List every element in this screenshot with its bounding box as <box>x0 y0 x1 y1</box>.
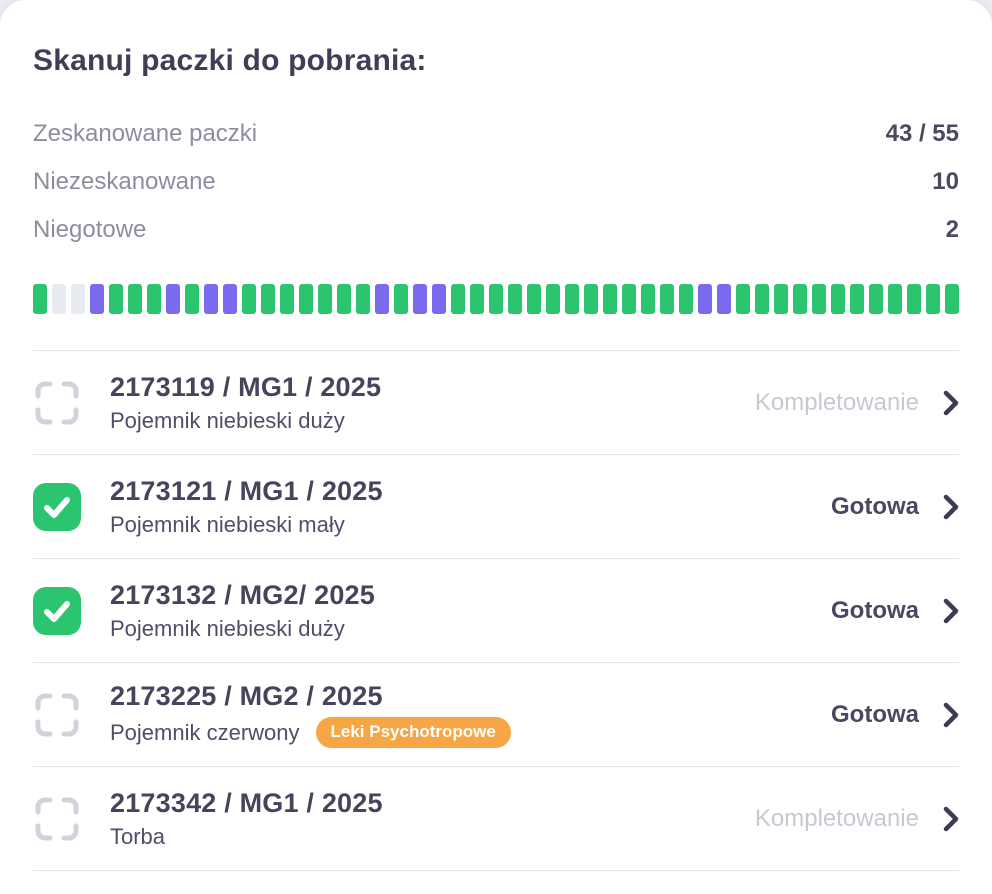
progress-segment-scanned <box>261 284 275 314</box>
package-row[interactable]: 2173132 / MG2/ 2025 Pojemnik niebieski du… <box>33 559 959 663</box>
progress-segment-scanned <box>147 284 161 314</box>
progress-segment-scanned <box>299 284 313 314</box>
stat-row: Zeskanowane paczki 43 / 55 <box>33 110 959 158</box>
progress-segment-scanned <box>926 284 940 314</box>
progress-segment-scanned <box>242 284 256 314</box>
progress-segment-scanned <box>33 284 47 314</box>
package-id: 2173342 / MG1 / 2025 <box>110 787 383 818</box>
stat-label: Niegotowe <box>33 216 147 243</box>
progress-segment-unscanned <box>166 284 180 314</box>
progress-segment-scanned <box>356 284 370 314</box>
progress-segment-scanned <box>546 284 560 314</box>
stat-row: Niezeskanowane 10 <box>33 158 959 206</box>
status-label: Kompletowanie <box>754 388 919 416</box>
package-description: Pojemnik niebieski duży <box>110 407 345 433</box>
stat-row: Niegotowe 2 <box>33 206 959 254</box>
status-label: Gotowa <box>831 596 919 624</box>
progress-segment-scanned <box>394 284 408 314</box>
stat-label: Niezeskanowane <box>33 168 216 195</box>
status-label: Gotowa <box>831 700 919 728</box>
progress-segment-scanned <box>584 284 598 314</box>
progress-segment-scanned <box>109 284 123 314</box>
progress-segment-scanned <box>603 284 617 314</box>
scan-frame-icon[interactable] <box>33 691 81 739</box>
progress-segment-scanned <box>280 284 294 314</box>
scan-frame-icon[interactable] <box>33 379 81 427</box>
stat-label: Zeskanowane paczki <box>33 120 258 147</box>
progress-segment-scanned <box>641 284 655 314</box>
stat-value: 2 <box>945 216 959 243</box>
progress-segment-unscanned <box>698 284 712 314</box>
progress-segment-scanned <box>945 284 959 314</box>
progress-segment-unscanned <box>223 284 237 314</box>
progress-segment-unscanned <box>375 284 389 314</box>
package-description: Torba <box>110 823 166 849</box>
progress-segment-scanned <box>565 284 579 314</box>
package-id: 2173225 / MG2 / 2025 <box>110 681 383 711</box>
progress-segment-scanned <box>489 284 503 314</box>
progress-segment-scanned <box>812 284 826 314</box>
progress-segment-scanned <box>869 284 883 314</box>
scan-frame-icon[interactable] <box>33 795 81 843</box>
package-row[interactable]: 2173225 / MG2 / 2025 Pojemnik czerwony Lek… <box>33 663 959 767</box>
package-id: 2173121 / MG1 / 2025 <box>110 475 383 506</box>
progress-segment-scanned <box>831 284 845 314</box>
progress-segment-notready <box>52 284 66 314</box>
progress-segment-scanned <box>128 284 142 314</box>
chevron-right-icon[interactable] <box>943 702 959 728</box>
progress-segment-scanned <box>470 284 484 314</box>
progress-segment-scanned <box>755 284 769 314</box>
progress-segment-scanned <box>793 284 807 314</box>
chevron-right-icon[interactable] <box>943 806 959 832</box>
chevron-right-icon[interactable] <box>943 494 959 520</box>
stat-value: 43 / 55 <box>885 120 959 147</box>
package-description: Pojemnik czerwony <box>110 719 300 745</box>
status-label: Gotowa <box>831 492 919 520</box>
progress-segment-scanned <box>736 284 750 314</box>
progress-segment-scanned <box>318 284 332 314</box>
progress-segment-unscanned <box>717 284 731 314</box>
package-id: 2173132 / MG2/ 2025 <box>110 579 375 610</box>
progress-segment-scanned <box>907 284 921 314</box>
chevron-right-icon[interactable] <box>943 598 959 624</box>
check-icon <box>33 586 81 635</box>
progress-segment-scanned <box>508 284 522 314</box>
package-row[interactable]: 2173119 / MG1 / 2025 Pojemnik niebieski d… <box>33 351 959 455</box>
progress-segment-scanned <box>774 284 788 314</box>
package-row[interactable]: 2173342 / MG1 / 2025 Torba Kompletowanie <box>33 767 959 871</box>
page-title: Skanuj paczki do pobrania: <box>33 44 427 77</box>
progress-segment-scanned <box>451 284 465 314</box>
package-row[interactable]: 2173121 / MG1 / 2025 Pojemnik niebieski m… <box>33 455 959 559</box>
psychotropic-drugs-badge: Leki Psychotropowe <box>315 717 511 748</box>
progress-segment-scanned <box>679 284 693 314</box>
progress-segment-unscanned <box>204 284 218 314</box>
progress-segment-unscanned <box>413 284 427 314</box>
progress-segment-unscanned <box>90 284 104 314</box>
package-description: Pojemnik niebieski mały <box>110 511 345 537</box>
progress-segment-scanned <box>622 284 636 314</box>
scan-progress-bar <box>33 284 959 314</box>
progress-segment-scanned <box>527 284 541 314</box>
check-icon <box>33 482 81 531</box>
chevron-right-icon[interactable] <box>943 390 959 416</box>
progress-segment-scanned <box>337 284 351 314</box>
progress-segment-scanned <box>850 284 864 314</box>
status-label: Kompletowanie <box>754 804 919 832</box>
package-description: Pojemnik niebieski duży <box>110 615 345 641</box>
package-list: 2173119 / MG1 / 2025 Pojemnik niebieski d… <box>33 350 959 871</box>
progress-segment-scanned <box>888 284 902 314</box>
progress-segment-scanned <box>660 284 674 314</box>
package-id: 2173119 / MG1 / 2025 <box>110 371 382 402</box>
progress-segment-notready <box>71 284 85 314</box>
stats-summary: Zeskanowane paczki 43 / 55 Niezeskanowane 1… <box>33 110 959 254</box>
progress-segment-unscanned <box>432 284 446 314</box>
stat-value: 10 <box>932 168 959 195</box>
progress-segment-scanned <box>185 284 199 314</box>
